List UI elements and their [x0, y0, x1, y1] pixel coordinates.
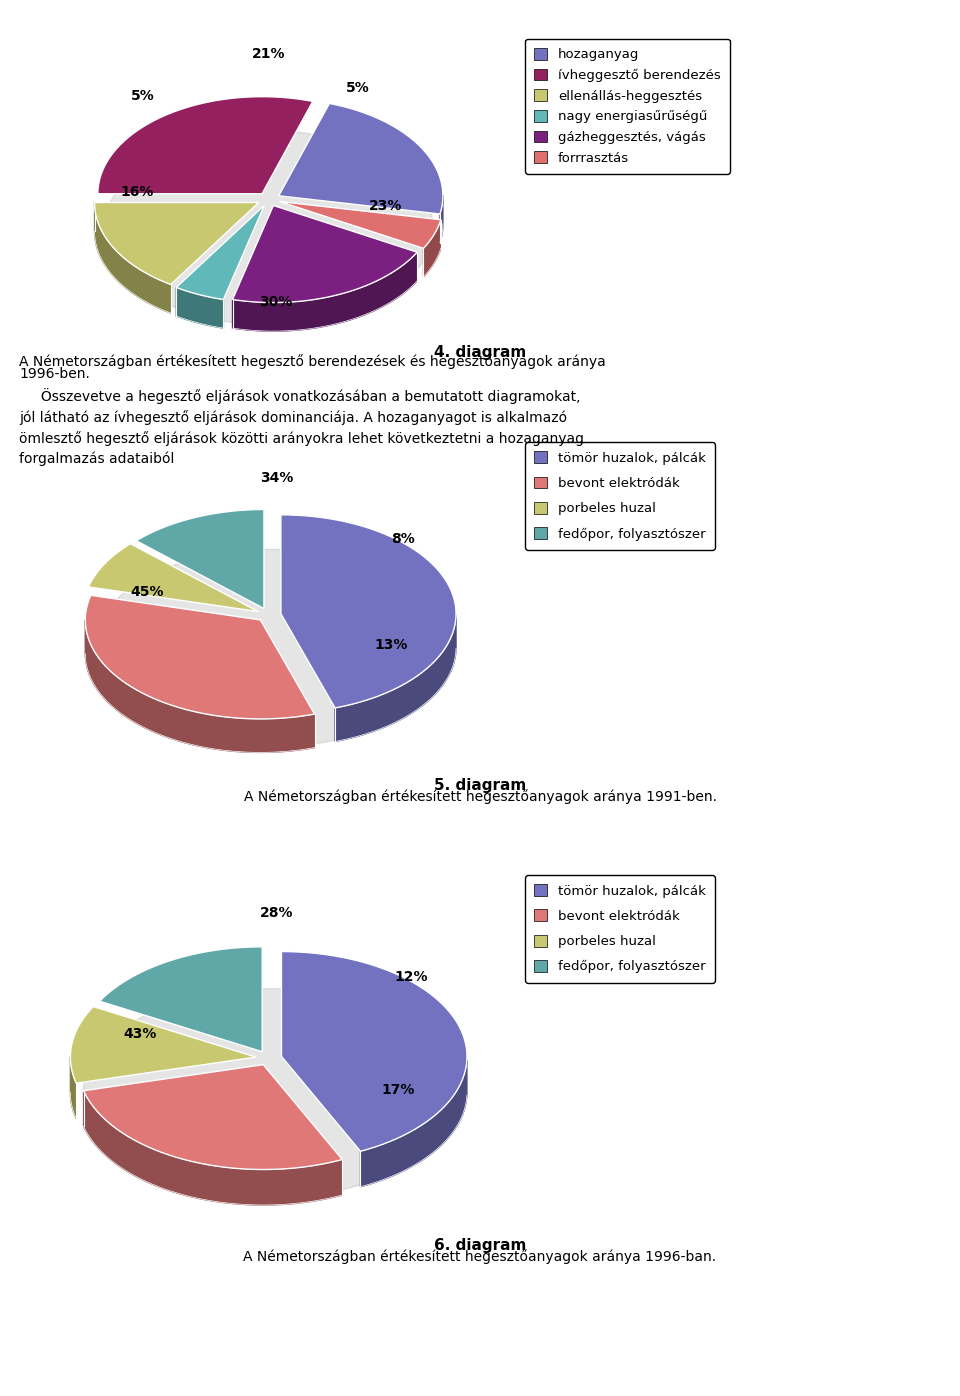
- Polygon shape: [85, 595, 315, 719]
- Polygon shape: [70, 1057, 76, 1118]
- Text: 21%: 21%: [252, 46, 285, 60]
- Polygon shape: [232, 253, 418, 331]
- Polygon shape: [94, 202, 171, 313]
- Text: 45%: 45%: [131, 585, 164, 599]
- Polygon shape: [335, 614, 456, 741]
- Polygon shape: [360, 1060, 467, 1187]
- Polygon shape: [279, 201, 441, 248]
- Polygon shape: [440, 195, 443, 243]
- Text: 17%: 17%: [381, 1083, 415, 1097]
- Polygon shape: [94, 550, 444, 747]
- Text: 6. diagram: 6. diagram: [434, 1238, 526, 1254]
- Legend: tömör huzalok, pálcák, bevont elektródák, porbeles huzal, fedőpor, folyasztószer: tömör huzalok, pálcák, bevont elektródák…: [525, 443, 715, 550]
- Text: 4. diagram: 4. diagram: [434, 345, 526, 360]
- Polygon shape: [105, 131, 433, 325]
- Text: 5%: 5%: [346, 81, 370, 95]
- Polygon shape: [281, 515, 456, 708]
- Polygon shape: [84, 1065, 343, 1170]
- Polygon shape: [177, 288, 224, 328]
- Text: 16%: 16%: [121, 186, 155, 200]
- Polygon shape: [85, 620, 315, 752]
- Text: 13%: 13%: [374, 638, 407, 652]
- Text: Összevetve a hegesztő eljárások vonatkozásában a bemutatott diagramokat,
jól lát: Összevetve a hegesztő eljárások vonatkoz…: [19, 388, 585, 466]
- Polygon shape: [423, 219, 441, 276]
- Polygon shape: [232, 205, 418, 303]
- Legend: hozaganyag, ívheggesztő berendezés, ellenállás-heggesztés, nagy energiasűrűségű,: hozaganyag, ívheggesztő berendezés, elle…: [525, 39, 730, 174]
- Text: 23%: 23%: [370, 200, 402, 214]
- Polygon shape: [98, 96, 313, 194]
- Polygon shape: [70, 1007, 256, 1083]
- Polygon shape: [177, 205, 264, 300]
- Text: 5. diagram: 5. diagram: [434, 778, 526, 793]
- Text: 43%: 43%: [123, 1027, 156, 1041]
- Text: 34%: 34%: [260, 470, 293, 484]
- Polygon shape: [94, 202, 259, 285]
- Polygon shape: [100, 946, 262, 1051]
- Polygon shape: [88, 544, 258, 611]
- Text: 5%: 5%: [132, 89, 155, 103]
- Text: A Németországban értékesített hegesztő berendezések és hegesztőanyagok aránya: A Németországban értékesített hegesztő b…: [19, 355, 606, 370]
- Text: 1996-ben.: 1996-ben.: [19, 367, 90, 381]
- Text: 8%: 8%: [391, 532, 415, 546]
- Text: A Németországban értékesített hegesztőanyagok aránya 1991-ben.: A Németországban értékesített hegesztőan…: [244, 789, 716, 804]
- Polygon shape: [278, 103, 443, 214]
- Polygon shape: [281, 952, 467, 1152]
- Polygon shape: [136, 510, 264, 609]
- Text: 28%: 28%: [260, 906, 294, 920]
- Text: 12%: 12%: [394, 970, 427, 984]
- Polygon shape: [84, 988, 454, 1198]
- Legend: tömör huzalok, pálcák, bevont elektródák, porbeles huzal, fedőpor, folyasztószer: tömör huzalok, pálcák, bevont elektródák…: [525, 875, 715, 983]
- Text: A Németországban értékesített hegesztőanyagok aránya 1996-ban.: A Németországban értékesített hegesztőan…: [244, 1249, 716, 1265]
- Text: 30%: 30%: [259, 295, 293, 309]
- Polygon shape: [84, 1090, 343, 1205]
